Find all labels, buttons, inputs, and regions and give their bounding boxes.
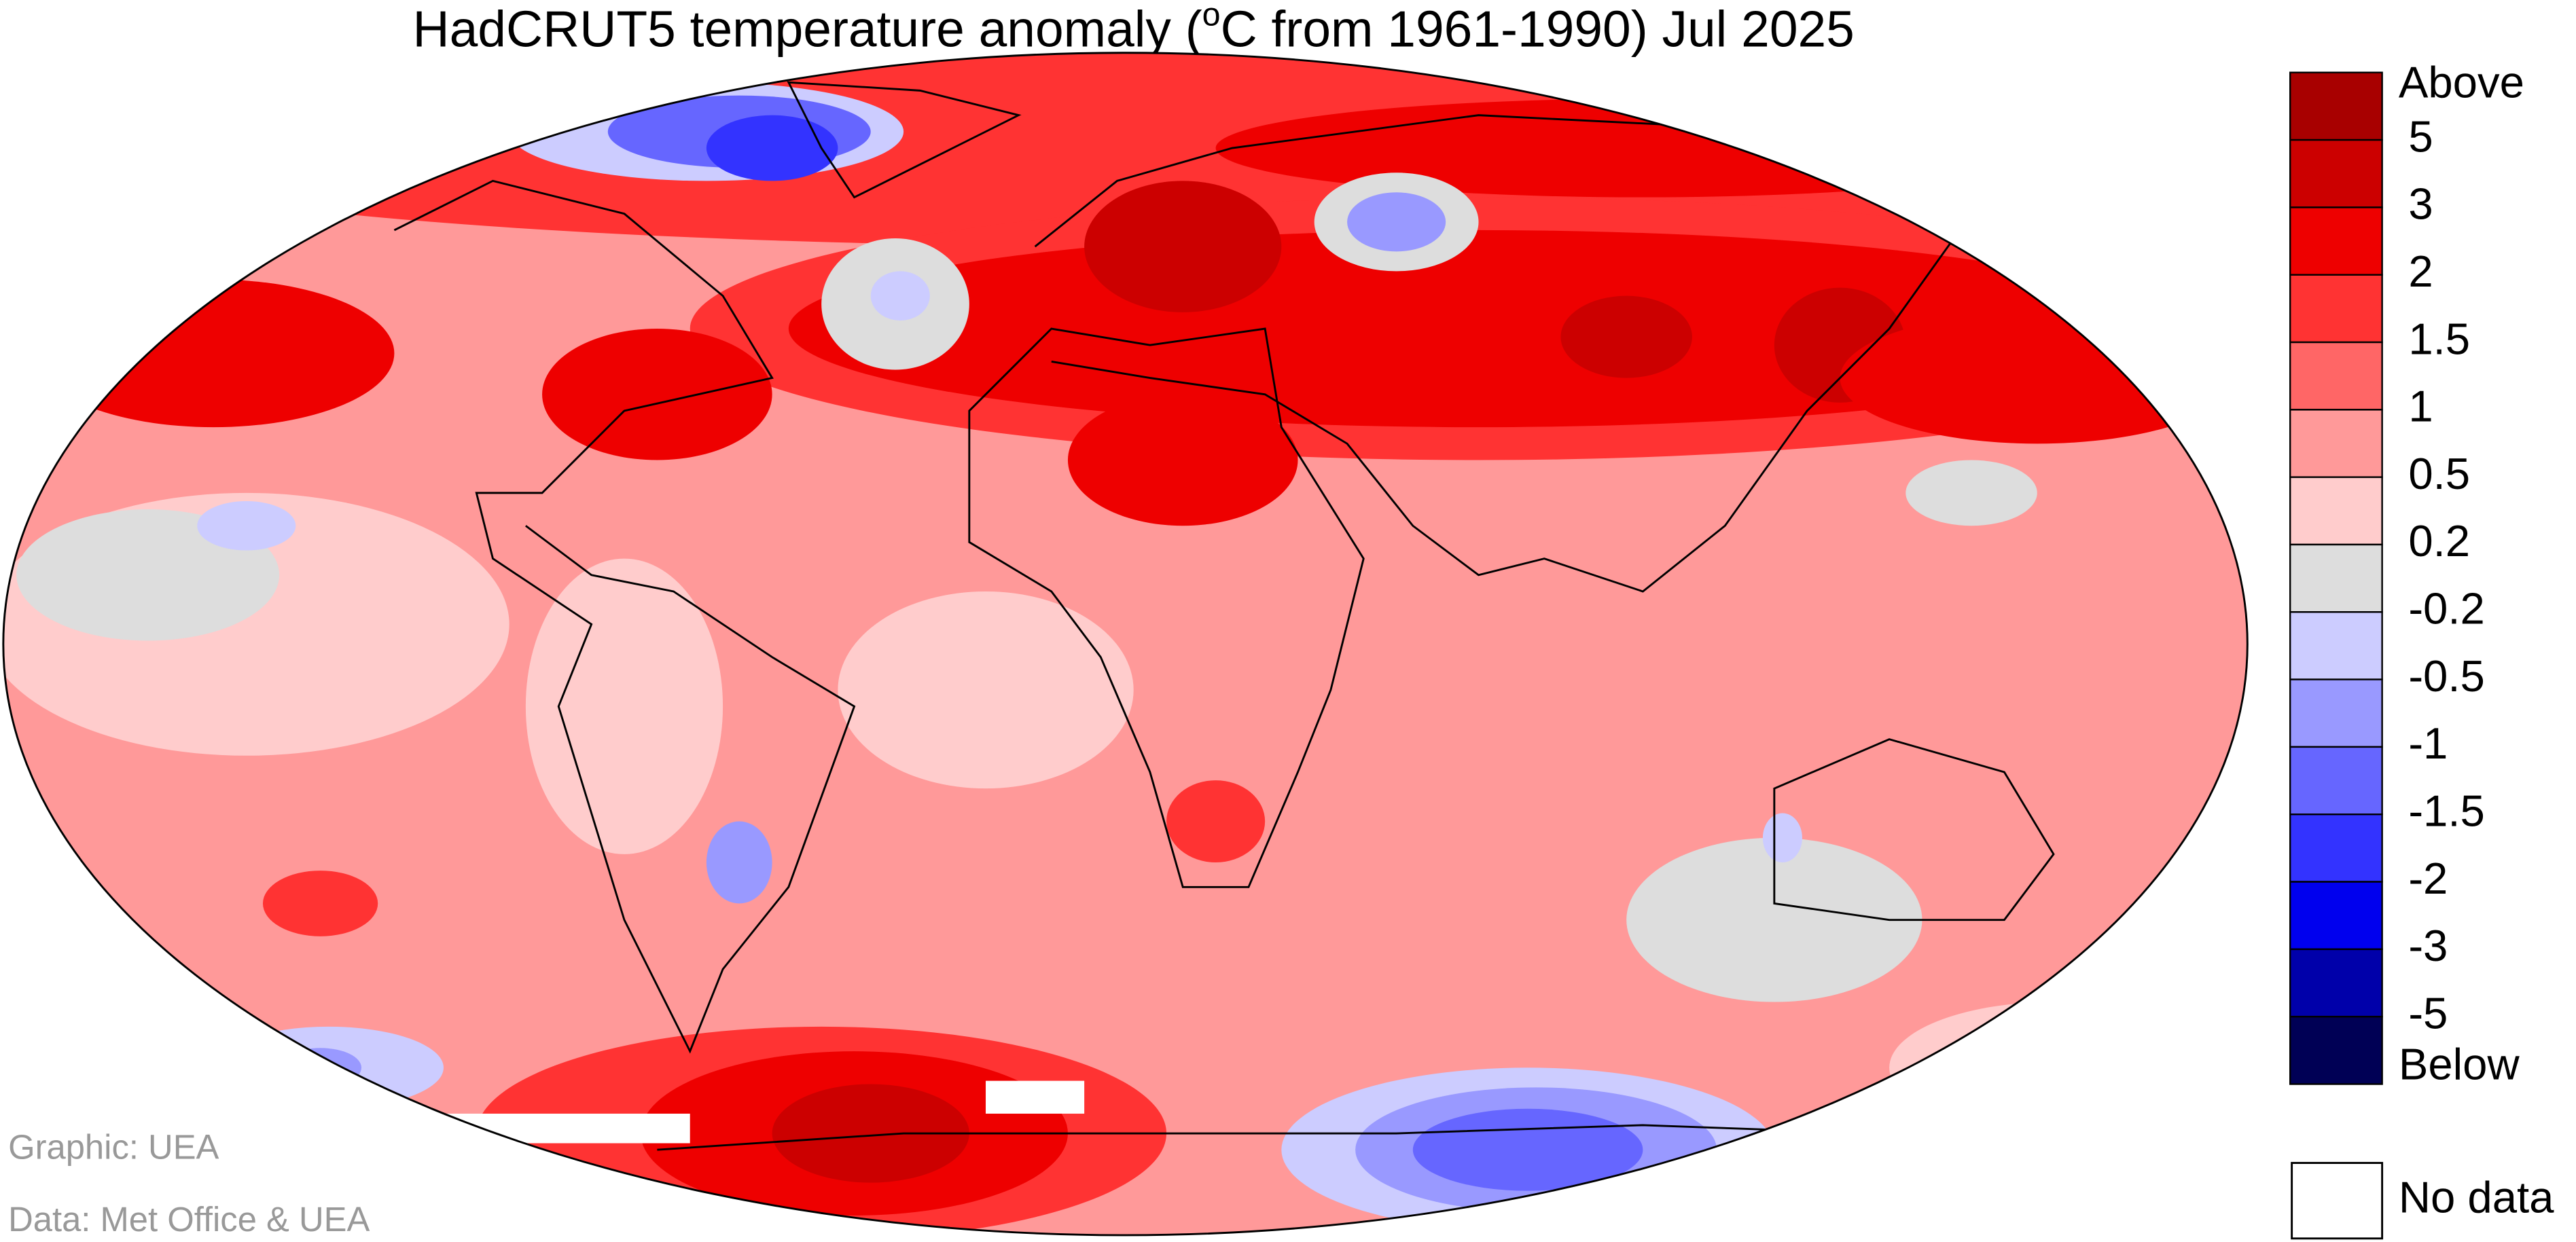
title: HadCRUT5 temperature anomaly (oC from 19…: [412, 0, 1854, 58]
legend-label: -0.2: [2408, 584, 2485, 634]
legend-label: 0.5: [2408, 449, 2470, 498]
legend-swatch: [2289, 274, 2383, 344]
legend-swatch: [2289, 611, 2383, 680]
credit: Graphic: UEA: [8, 1128, 219, 1167]
legend-label: -0.5: [2408, 651, 2485, 701]
anomaly-field: [3, 52, 2248, 1235]
legend-label: 2: [2408, 246, 2433, 296]
legend-label: 1.5: [2408, 314, 2470, 363]
legend-swatch: [2289, 543, 2383, 613]
legend-swatch: [2289, 139, 2383, 208]
legend-swatch: [2289, 71, 2383, 141]
title-superscript: o: [1202, 0, 1221, 33]
legend-swatch: [2289, 409, 2383, 478]
legend-swatch: [2289, 1015, 2383, 1085]
legend-label: 0.2: [2408, 516, 2470, 566]
title-part: C from 1961-1990) Jul 2025: [1221, 1, 1855, 58]
legend-swatch: [2289, 678, 2383, 748]
legend-swatch: [2289, 948, 2383, 1018]
no-data-label: No data: [2399, 1172, 2554, 1222]
legend-swatch: [2289, 341, 2383, 411]
legend: Above Below 5 3 2 1.5 1 0.5 0.2 -0.2 -0.5 -1 -1.5 -…: [2289, 57, 2524, 1089]
coastlines: [393, 81, 2055, 1151]
legend-label: 3: [2408, 179, 2433, 229]
title-part: HadCRUT5 temperature anomaly (: [412, 1, 1202, 58]
legend-bottom-label: Below: [2399, 1040, 2520, 1089]
legend-swatch: [2289, 746, 2383, 816]
legend-label: -1: [2408, 718, 2448, 768]
legend-label: 5: [2408, 111, 2433, 161]
no-data-swatch: [2291, 1162, 2384, 1240]
legend-label: -3: [2408, 921, 2448, 970]
legend-label: 1: [2408, 382, 2433, 431]
credit: Data: Met Office & UEA: [8, 1200, 370, 1239]
legend-swatch: [2289, 476, 2383, 546]
legend-swatch: [2289, 881, 2383, 951]
legend-label: -5: [2408, 988, 2448, 1038]
legend-top-label: Above: [2399, 57, 2524, 107]
map-frame: [2, 52, 2249, 1237]
legend-label: -2: [2408, 854, 2448, 903]
legend-swatch: [2289, 814, 2383, 883]
legend-label: -1.5: [2408, 786, 2485, 835]
legend-swatch: [2289, 206, 2383, 276]
